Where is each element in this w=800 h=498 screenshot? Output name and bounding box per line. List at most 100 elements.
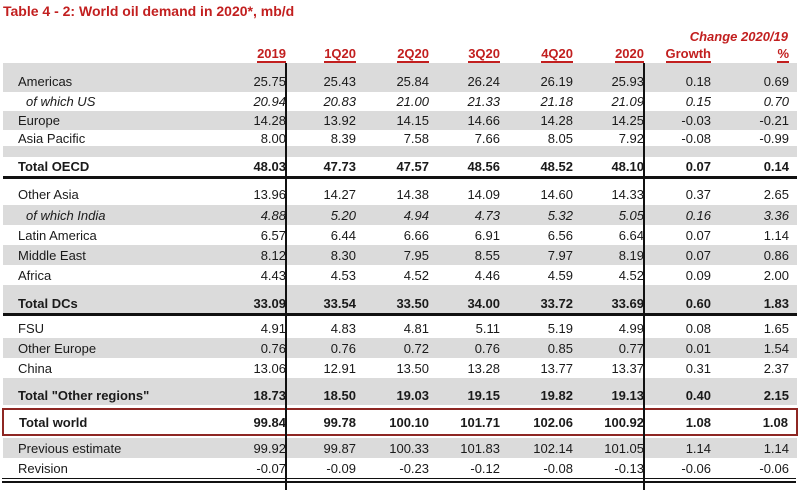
table-row: Middle East 8.12 8.30 7.95 8.55 7.97 8.19 0.07 0… bbox=[3, 245, 797, 265]
cell-value: 34.00 bbox=[429, 294, 500, 316]
cell-value: 6.91 bbox=[474, 227, 500, 243]
cell-value bbox=[356, 378, 429, 385]
cell-value bbox=[711, 378, 797, 385]
cell-value: 2.65 bbox=[763, 187, 789, 202]
cell-value bbox=[286, 285, 356, 294]
cell-value: 20.94 bbox=[253, 94, 286, 109]
table-row: of which US 20.94 20.83 21.00 21.33 21.18 21.0… bbox=[3, 92, 797, 111]
cell-value: 2.15 bbox=[763, 387, 789, 403]
cell-value: 13.37 bbox=[611, 360, 644, 376]
cell-value: 5.20 bbox=[330, 207, 356, 223]
cell-value bbox=[573, 285, 644, 294]
cell-value: 100.92 bbox=[573, 408, 644, 436]
table-row: Total world 99.84 99.78 100.10 101.71 102.06 1… bbox=[2, 408, 798, 436]
cell-value: 1.08 bbox=[711, 408, 798, 436]
cell-value: 0.16 bbox=[685, 207, 711, 223]
cell-value: 14.15 bbox=[396, 113, 429, 128]
cell-value: 26.24 bbox=[467, 74, 500, 89]
cell-value: 8.05 bbox=[547, 130, 573, 146]
cell-value: 2.00 bbox=[763, 267, 789, 283]
cell-value: -0.03 bbox=[681, 113, 711, 128]
cell-value: 14.27 bbox=[323, 187, 356, 202]
cell-value: 14.38 bbox=[396, 187, 429, 202]
row-label: Middle East bbox=[18, 247, 86, 263]
cell-value: 14.33 bbox=[611, 187, 644, 202]
cell-value: 2.37 bbox=[763, 360, 789, 376]
cell-value: 33.72 bbox=[500, 294, 573, 316]
table-row: Americas 25.75 25.43 25.84 26.24 26.19 25.93 0.… bbox=[3, 71, 797, 92]
cell-value: 0.18 bbox=[685, 74, 711, 89]
row-label: Total world bbox=[2, 408, 188, 436]
cell-value bbox=[286, 146, 356, 157]
row-label bbox=[3, 285, 188, 294]
cell-value: 0.85 bbox=[547, 340, 573, 356]
cell-value: 0.15 bbox=[685, 94, 711, 109]
cell-value bbox=[644, 378, 711, 385]
cell-value bbox=[573, 63, 644, 71]
cell-value: 102.14 bbox=[533, 440, 573, 456]
column-header: 2019 bbox=[257, 46, 286, 63]
cell-value bbox=[711, 177, 797, 184]
table-bottom-rule bbox=[2, 478, 796, 483]
row-label: Latin America bbox=[18, 227, 97, 243]
table-row: Europe 14.28 13.92 14.15 14.66 14.28 14.25 -0.0… bbox=[3, 111, 797, 130]
cell-value bbox=[644, 63, 711, 71]
cell-value: 48.10 bbox=[573, 157, 644, 179]
cell-value: 101.83 bbox=[460, 440, 500, 456]
cell-value: 4.52 bbox=[618, 267, 644, 283]
cell-value: 25.75 bbox=[253, 74, 286, 89]
row-label: Revision bbox=[18, 460, 68, 476]
cell-value: 4.94 bbox=[403, 207, 429, 223]
cell-value: 33.69 bbox=[573, 294, 644, 316]
column-header: % bbox=[777, 46, 789, 63]
table-row: Latin America 6.57 6.44 6.66 6.91 6.56 6.64 0.0… bbox=[3, 225, 797, 245]
row-label bbox=[3, 146, 188, 157]
cell-value: 0.09 bbox=[685, 267, 711, 283]
cell-value: 7.66 bbox=[474, 130, 500, 146]
spacer-row bbox=[3, 146, 797, 157]
cell-value: -0.08 bbox=[681, 130, 711, 146]
cell-value bbox=[429, 177, 500, 184]
row-label: Americas bbox=[18, 74, 73, 89]
cell-value: 1.08 bbox=[644, 408, 711, 436]
table-row: Previous estimate 99.92 99.87 100.33 101.83 1… bbox=[3, 438, 797, 458]
cell-value: 100.10 bbox=[356, 408, 429, 436]
row-label: of which US bbox=[26, 94, 96, 109]
cell-value: 0.76 bbox=[260, 340, 286, 356]
cell-value: 0.72 bbox=[403, 340, 429, 356]
column-header: 4Q20 bbox=[541, 46, 573, 63]
table-row: Asia Pacific 8.00 8.39 7.58 7.66 8.05 7.92 -0.0… bbox=[3, 130, 797, 146]
cell-value: 13.28 bbox=[467, 360, 500, 376]
cell-value: 0.01 bbox=[685, 340, 711, 356]
cell-value: 0.07 bbox=[685, 227, 711, 243]
table-row: Africa 4.43 4.53 4.52 4.46 4.59 4.52 0.09 2.00 bbox=[3, 265, 797, 285]
table-row: Revision -0.07 -0.09 -0.23 -0.12 -0.08 -0.13 -0… bbox=[3, 458, 797, 478]
cell-value bbox=[188, 146, 286, 157]
cell-value: 26.19 bbox=[540, 74, 573, 89]
cell-value: 14.66 bbox=[467, 113, 500, 128]
row-label bbox=[3, 177, 188, 184]
cell-value bbox=[644, 285, 711, 294]
cell-value: 20.83 bbox=[323, 94, 356, 109]
row-label: China bbox=[18, 360, 52, 376]
cell-value: 6.66 bbox=[403, 227, 429, 243]
cell-value bbox=[429, 378, 500, 385]
cell-value: 19.13 bbox=[611, 387, 644, 403]
cell-value: 47.73 bbox=[286, 157, 356, 179]
cell-value: 0.76 bbox=[330, 340, 356, 356]
cell-value: 14.28 bbox=[253, 113, 286, 128]
cell-value: 8.30 bbox=[330, 247, 356, 263]
cell-value: 21.18 bbox=[540, 94, 573, 109]
cell-value bbox=[711, 63, 797, 71]
cell-value: 99.84 bbox=[188, 408, 286, 436]
cell-value: 13.50 bbox=[396, 360, 429, 376]
row-label: of which India bbox=[26, 207, 106, 223]
cell-value: 13.77 bbox=[540, 360, 573, 376]
table-title: Table 4 - 2: World oil demand in 2020*, … bbox=[3, 3, 295, 19]
cell-value: 7.58 bbox=[403, 130, 429, 146]
table-row: Other Europe 0.76 0.76 0.72 0.76 0.85 0.77 0.01… bbox=[3, 338, 797, 358]
row-label: Total "Other regions" bbox=[18, 387, 150, 403]
cell-value: 99.78 bbox=[286, 408, 356, 436]
cell-value bbox=[573, 378, 644, 385]
